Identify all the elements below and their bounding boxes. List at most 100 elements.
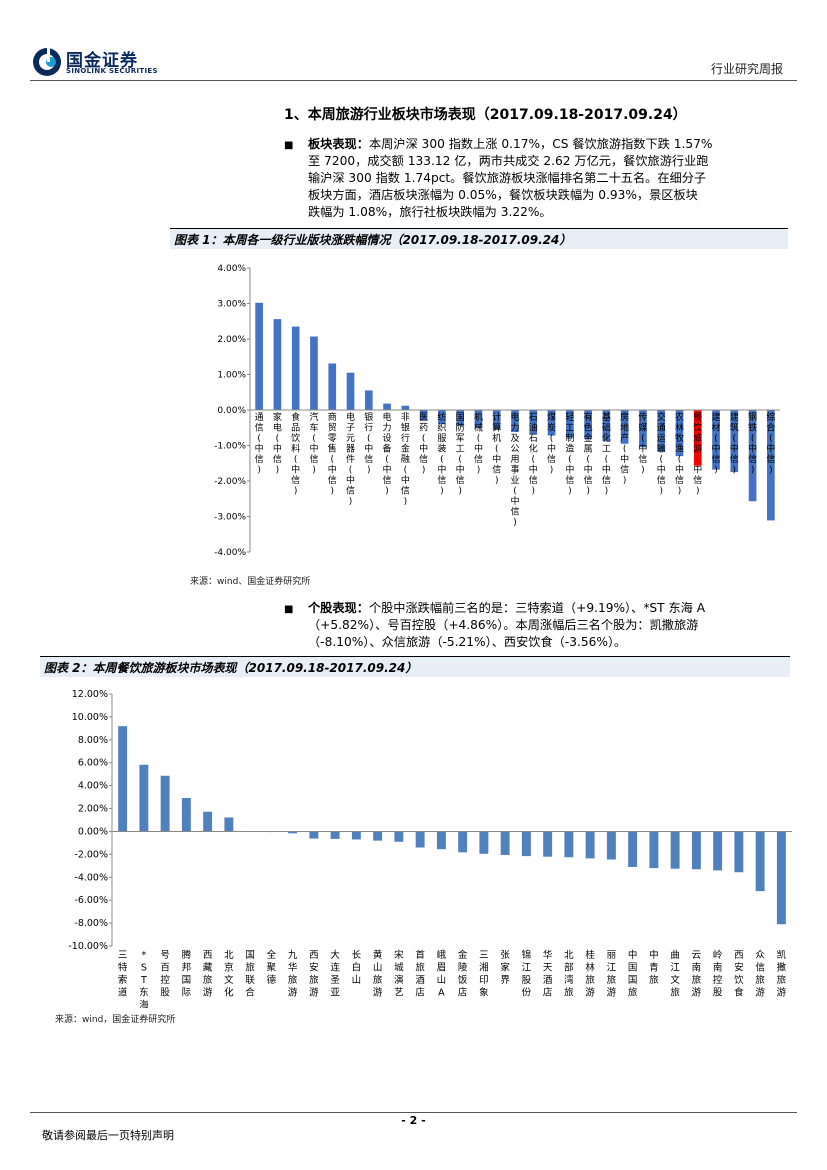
category-label: 石油石化(中信) bbox=[529, 413, 538, 497]
y-tick-label: 12.00% bbox=[72, 689, 108, 700]
category-label: 三湘印象 bbox=[479, 950, 489, 999]
bar bbox=[118, 726, 128, 832]
category-label: 华天酒店 bbox=[543, 949, 553, 999]
y-tick-label: 6.00% bbox=[78, 758, 108, 769]
y-tick-label: 4.00% bbox=[217, 264, 246, 274]
bar bbox=[139, 764, 149, 832]
category-label: 号百控股 bbox=[160, 950, 170, 999]
category-label: 机械(中信) bbox=[474, 411, 483, 476]
header-divider bbox=[30, 80, 797, 81]
category-label: 丽江旅游 bbox=[607, 950, 617, 999]
bullet-icon: ■ bbox=[284, 604, 294, 615]
bar bbox=[291, 326, 300, 410]
bar bbox=[436, 831, 446, 850]
bar bbox=[620, 410, 629, 444]
bar bbox=[351, 831, 361, 840]
figure1-source: 来源：wind、国金证券研究所 bbox=[190, 577, 311, 587]
bar bbox=[639, 410, 647, 448]
bar bbox=[730, 410, 739, 473]
figure2-source: 来源：wind，国金证券研究所 bbox=[55, 1015, 176, 1025]
category-label: 首旅酒店 bbox=[415, 949, 425, 999]
figure2-title: 图表 2：本周餐饮旅游板块市场表现（2017.09.18-2017.09.24） bbox=[44, 661, 418, 675]
category-label: 峨眉山 A bbox=[437, 949, 447, 999]
bar bbox=[383, 403, 391, 410]
category-label: 北部湾旅 bbox=[564, 950, 574, 999]
bar bbox=[691, 831, 701, 870]
category-label: 汽车(中信) bbox=[309, 411, 318, 476]
y-tick-label: -2.00% bbox=[74, 849, 108, 860]
category-label: 三特索道 bbox=[118, 950, 128, 999]
page-number: - 2 - bbox=[401, 1114, 426, 1127]
category-label: 西藏旅游 bbox=[203, 950, 213, 999]
bar bbox=[584, 410, 592, 440]
y-tick-label: -2.00% bbox=[214, 477, 246, 487]
figure1-title: 图表 1：本周各一级行业版块涨跌幅情况（2017.09.18-2017.09.2… bbox=[174, 233, 572, 247]
bar bbox=[415, 831, 425, 848]
sector-performance-paragraph: 板块表现：本周沪深 300 指数上涨 0.17%，CS 餐饮旅游指数下跌 1.5… bbox=[308, 136, 788, 221]
category-label: 医药(中信) bbox=[419, 412, 428, 476]
category-label: 国防军工(中信) bbox=[456, 412, 465, 497]
bar bbox=[500, 831, 510, 855]
category-label: 餐饮旅游(中信) bbox=[693, 411, 702, 497]
bar bbox=[181, 798, 191, 832]
category-label: 西安饮食 bbox=[734, 950, 744, 999]
y-tick-label: -10.00% bbox=[68, 941, 108, 952]
category-label: 长白山 bbox=[352, 949, 362, 986]
category-label: 商贸零售(中信) bbox=[328, 411, 337, 497]
category-label: 钢铁(中信) bbox=[748, 411, 757, 476]
category-label: 全聚德 bbox=[267, 949, 277, 986]
para1-line: 跌幅为 1.08%，旅行社板块跌幅为 3.22%。 bbox=[308, 205, 552, 219]
y-tick-label: -6.00% bbox=[74, 895, 108, 906]
category-label: 煤炭(中信) bbox=[547, 411, 556, 476]
category-label: 金陵饭店 bbox=[458, 949, 468, 999]
figure2-title-bar: 图表 2：本周餐饮旅游板块市场表现（2017.09.18-2017.09.24） bbox=[40, 656, 790, 677]
bar bbox=[649, 831, 659, 869]
bar bbox=[712, 410, 720, 470]
category-label: 食品饮料(中信) bbox=[291, 411, 300, 497]
category-label: 云南旅游 bbox=[692, 950, 702, 999]
category-label: 黄山旅游 bbox=[373, 949, 383, 999]
category-label: 计算机(中信) bbox=[492, 411, 501, 486]
category-label: 曲江文旅 bbox=[670, 950, 680, 999]
y-tick-label: 10.00% bbox=[72, 712, 108, 723]
bar bbox=[346, 372, 355, 410]
category-label: 电力及公用事业(中信) bbox=[510, 411, 519, 528]
bar bbox=[401, 405, 410, 410]
para1-line: 本周沪深 300 指数上涨 0.17%，CS 餐饮旅游指数下跌 1.57% bbox=[368, 137, 713, 151]
footer-divider bbox=[30, 1112, 797, 1113]
para1-line: 板块方面，酒店板块涨幅为 0.05%，餐饮板块跌幅为 0.93%，景区板块 bbox=[308, 188, 698, 202]
bar bbox=[602, 410, 611, 442]
bar bbox=[529, 410, 538, 435]
bar bbox=[755, 831, 765, 892]
bar bbox=[675, 410, 684, 457]
bar bbox=[160, 775, 170, 832]
stock-performance-paragraph: 个股表现：个股中涨跌幅前三名的是：三特索道（+9.19%）、*ST 东海 A （… bbox=[308, 600, 788, 651]
bar bbox=[521, 831, 531, 857]
para2-line: 个股中涨跌幅前三名的是：三特索道（+9.19%）、*ST 东海 A bbox=[368, 601, 706, 615]
bar bbox=[419, 410, 428, 421]
bar bbox=[564, 831, 574, 858]
para2-line: （+5.82%）、号百控股（+4.86%）。本周涨幅后三名个股为：凯撒旅游 bbox=[308, 618, 699, 632]
bar bbox=[474, 410, 483, 428]
y-tick-label: -3.00% bbox=[214, 513, 246, 523]
tourism-stocks-chart: 12.00% 10.00% 8.00% 6.00% 4.00% 2.00% 0.00% -2.… bbox=[68, 689, 792, 1008]
category-label: 房地产(中信) bbox=[620, 411, 629, 486]
bar bbox=[288, 831, 298, 834]
category-label: 中青旅 bbox=[649, 949, 659, 986]
category-label: 电力设备(中信) bbox=[383, 411, 392, 497]
bar bbox=[670, 831, 680, 869]
category-label: 国旅联合 bbox=[245, 950, 255, 999]
category-label: 北京文化 bbox=[224, 950, 234, 999]
bar bbox=[628, 831, 638, 867]
y-tick-label: 0.00% bbox=[217, 406, 246, 416]
category-label: 中国国旅 bbox=[628, 949, 638, 999]
bar bbox=[776, 831, 786, 925]
logo-english-name: SINOLINK SECURITIES bbox=[66, 67, 158, 75]
section-title: 1、本周旅游行业板块市场表现（2017.09.18-2017.09.24） bbox=[284, 107, 687, 123]
category-label: 西安旅游 bbox=[309, 950, 319, 999]
category-label: 电子元器件(中信) bbox=[346, 411, 355, 507]
report-type: 行业研究周报 bbox=[710, 62, 783, 76]
bar bbox=[330, 831, 340, 839]
bullet-icon: ■ bbox=[284, 140, 294, 151]
